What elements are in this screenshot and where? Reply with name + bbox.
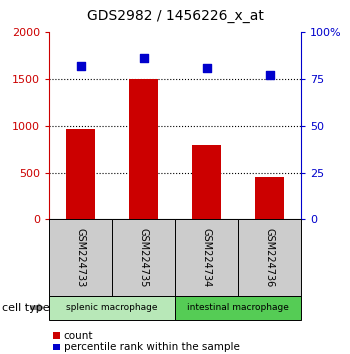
Text: GSM224736: GSM224736 xyxy=(265,228,274,287)
Text: cell type: cell type xyxy=(2,303,49,313)
Bar xyxy=(66,130,94,219)
Text: GDS2982 / 1456226_x_at: GDS2982 / 1456226_x_at xyxy=(86,9,264,23)
Text: count: count xyxy=(64,331,93,341)
Point xyxy=(204,65,209,70)
Text: intestinal macrophage: intestinal macrophage xyxy=(187,303,289,312)
Point xyxy=(141,55,146,61)
Text: GSM224733: GSM224733 xyxy=(76,228,85,287)
Text: percentile rank within the sample: percentile rank within the sample xyxy=(64,342,239,352)
Bar xyxy=(129,79,158,219)
Point xyxy=(78,63,83,68)
Text: GSM224735: GSM224735 xyxy=(139,228,148,287)
Bar xyxy=(193,145,221,219)
Bar xyxy=(255,177,284,219)
Point xyxy=(267,72,272,78)
Text: GSM224734: GSM224734 xyxy=(202,228,211,287)
Text: splenic macrophage: splenic macrophage xyxy=(66,303,158,312)
